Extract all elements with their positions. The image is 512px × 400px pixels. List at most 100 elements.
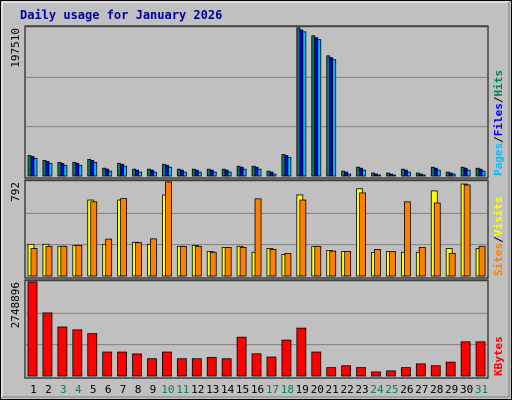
x-tick-label-day-21: 21 [326, 383, 339, 396]
legend-item: Hits [492, 70, 505, 97]
series-pages [33, 31, 486, 177]
x-tick-label-day-26: 26 [400, 383, 413, 396]
bar-sites-day-10 [165, 181, 172, 277]
bar-kbytes-day-3 [57, 326, 68, 377]
legend-item: / [492, 236, 505, 243]
bar-files-day-11 [179, 169, 184, 177]
bar-kbytes-day-16 [251, 353, 262, 377]
bar-pages-day-26 [406, 171, 411, 177]
bar-hits-day-8 [132, 168, 136, 177]
bar-sites-day-17 [269, 249, 277, 277]
bar-pages-day-21 [332, 59, 337, 177]
bar-files-day-20 [314, 37, 319, 177]
bar-kbytes-day-20 [311, 351, 322, 377]
y-max-label: 197510 [9, 28, 22, 68]
bar-hits-day-20 [311, 35, 316, 177]
bar-files-day-18 [284, 155, 289, 177]
legend-kbytes: KBytes [492, 336, 505, 376]
x-tick-label-day-2: 2 [45, 383, 52, 396]
bar-files-day-2 [45, 160, 50, 177]
x-tick-label-day-7: 7 [120, 383, 127, 396]
legend-item: Pages [492, 143, 505, 176]
x-tick-label-day-25: 25 [385, 383, 398, 396]
bar-kbytes-day-30 [460, 341, 471, 377]
bar-files-day-31 [478, 168, 483, 177]
bar-files-day-25 [389, 173, 393, 177]
bar-kbytes-day-24 [371, 371, 381, 377]
bar-sites-day-28 [433, 202, 441, 277]
bar-hits-day-16 [251, 165, 256, 177]
bar-sites-day-5 [90, 201, 98, 277]
bar-files-day-30 [463, 167, 468, 177]
bar-kbytes-day-21 [326, 367, 337, 377]
bar-hits-day-14 [221, 168, 226, 177]
bar-sites-day-11 [179, 245, 187, 277]
bar-pages-day-6 [108, 170, 113, 177]
bar-kbytes-day-1 [27, 281, 38, 377]
bar-hits-day-1 [27, 155, 32, 177]
bar-files-day-13 [209, 169, 214, 177]
bar-pages-day-2 [48, 162, 53, 177]
bar-pages-day-23 [362, 169, 366, 177]
bar-pages-day-5 [93, 161, 98, 177]
bar-hits-day-15 [236, 165, 241, 177]
x-axis-day-labels: 1 2 3 4 5 6 7 8 9 10 11 12 13 14 15 16 17 18 19 20 21 22 23 24 2… [30, 383, 488, 396]
bar-hits-day-29 [445, 171, 450, 177]
legend-item: KBytes [492, 336, 505, 376]
bar-kbytes-day-28 [430, 365, 441, 377]
bar-pages-day-15 [242, 168, 247, 177]
series-sites [30, 181, 486, 277]
bar-hits-day-11 [176, 168, 181, 177]
legend-item: Sites [492, 243, 505, 276]
bar-kbytes-day-17 [266, 356, 277, 377]
bar-files-day-23 [359, 167, 363, 177]
x-tick-label-day-27: 27 [415, 383, 428, 396]
x-tick-label-day-9: 9 [150, 383, 157, 396]
bar-files-day-5 [90, 160, 95, 177]
bar-sites-day-2 [45, 245, 53, 277]
bar-files-day-9 [150, 169, 154, 177]
bar-sites-day-8 [135, 242, 142, 277]
bar-pages-day-8 [138, 171, 142, 177]
bar-hits-day-24 [371, 172, 375, 177]
bar-hits-day-6 [102, 167, 107, 177]
bar-files-day-28 [433, 167, 438, 177]
bar-sites-day-4 [75, 244, 83, 277]
bar-kbytes-day-5 [87, 333, 98, 377]
bar-sites-day-14 [224, 246, 232, 277]
bar-kbytes-day-6 [102, 351, 113, 377]
bar-sites-day-20 [314, 245, 322, 277]
legend-visits-sites: Sites/Visits [492, 197, 505, 277]
bar-files-day-6 [105, 168, 110, 177]
bar-pages-day-22 [347, 173, 352, 177]
series-kbytes [27, 281, 486, 377]
chart-title: Daily usage for January 2026 [20, 8, 222, 22]
bar-kbytes-day-22 [341, 365, 352, 377]
bar-kbytes-day-11 [176, 358, 187, 377]
bar-pages-day-1 [33, 158, 38, 177]
x-tick-label-day-15: 15 [236, 383, 249, 396]
bar-sites-day-1 [30, 248, 38, 277]
bar-sites-day-22 [344, 251, 352, 277]
x-tick-label-day-8: 8 [135, 383, 142, 396]
bar-sites-day-15 [239, 246, 247, 277]
bar-sites-day-31 [478, 245, 486, 277]
bar-pages-day-31 [481, 170, 486, 177]
x-tick-label-day-14: 14 [221, 383, 235, 396]
bar-kbytes-day-4 [72, 329, 83, 377]
bar-pages-day-28 [436, 169, 441, 177]
bar-sites-day-3 [60, 245, 68, 277]
bar-files-day-29 [448, 172, 453, 177]
bar-pages-day-12 [197, 171, 202, 177]
bar-sites-day-12 [194, 245, 202, 277]
x-tick-label-day-11: 11 [176, 383, 189, 396]
bar-pages-day-24 [377, 174, 381, 177]
x-tick-label-day-17: 17 [266, 383, 279, 396]
bar-kbytes-day-7 [117, 351, 128, 377]
bar-hits-day-3 [57, 161, 62, 177]
x-tick-label-day-1: 1 [30, 383, 37, 396]
bar-sites-day-27 [418, 246, 426, 277]
chart-panels: 197510Pages/Files/Hits792Sites/Visits274… [9, 25, 505, 379]
